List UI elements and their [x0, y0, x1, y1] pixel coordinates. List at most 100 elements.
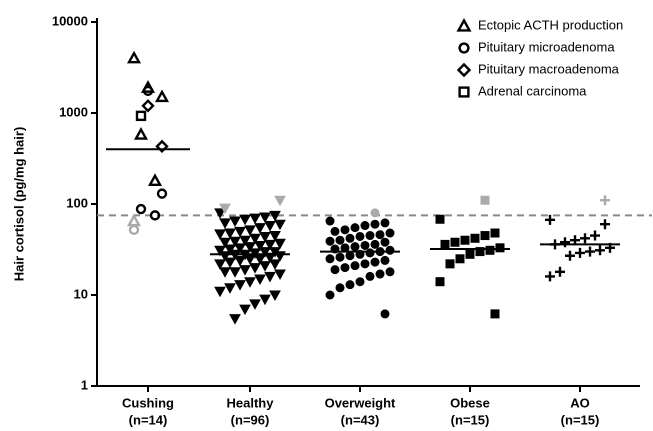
- x-tick-note: (n=14): [129, 412, 168, 427]
- data-point: [259, 212, 271, 224]
- data-point: [264, 221, 276, 232]
- data-point: [585, 246, 595, 257]
- data-point: [480, 195, 490, 205]
- legend-marker: [456, 62, 472, 78]
- data-point: [244, 242, 256, 253]
- data-point: [219, 203, 231, 215]
- data-point: [450, 237, 460, 247]
- data-point: [135, 110, 147, 122]
- data-point: [560, 237, 570, 248]
- data-point: [385, 245, 395, 255]
- y-tick-label: 10000: [52, 13, 88, 28]
- data-point: [249, 299, 261, 310]
- legend-label: Pituitary macroadenoma: [478, 61, 620, 76]
- data-point: [580, 233, 590, 244]
- x-tick-label: Overweight: [325, 395, 396, 410]
- data-point: [330, 226, 340, 236]
- data-point: [229, 216, 241, 228]
- x-tick-note: (n=15): [451, 412, 490, 427]
- data-point: [234, 243, 246, 254]
- data-point: [485, 245, 495, 255]
- legend-label: Adrenal carcinoma: [478, 83, 587, 98]
- data-point: [325, 236, 335, 246]
- data-point: [590, 230, 600, 241]
- x-tick-label: Obese: [450, 395, 490, 410]
- data-point: [385, 267, 395, 277]
- data-point: [575, 247, 585, 258]
- x-tick-label: Cushing: [122, 395, 174, 410]
- data-point: [234, 226, 246, 238]
- data-point: [380, 309, 390, 319]
- data-point: [480, 231, 490, 241]
- data-point: [435, 214, 445, 224]
- legend-marker: [458, 42, 470, 54]
- data-point: [254, 223, 266, 234]
- data-point: [345, 233, 355, 243]
- data-point: [274, 195, 286, 207]
- data-point: [214, 259, 226, 270]
- data-point: [133, 127, 149, 140]
- data-point: [345, 280, 355, 290]
- data-point: [460, 235, 470, 245]
- data-point: [141, 99, 155, 113]
- data-point: [345, 251, 355, 261]
- data-point: [234, 255, 246, 267]
- data-point: [490, 309, 500, 319]
- data-point: [365, 231, 375, 241]
- data-point: [126, 50, 142, 64]
- x-tick-label: Healthy: [227, 395, 275, 410]
- data-point: [370, 219, 380, 229]
- data-point: [126, 213, 142, 227]
- data-point: [565, 250, 575, 261]
- data-point: [555, 266, 565, 277]
- data-point: [360, 259, 370, 269]
- data-point: [370, 208, 380, 218]
- data-point: [440, 239, 450, 249]
- data-point: [385, 228, 395, 238]
- data-point: [149, 210, 161, 221]
- data-point: [156, 188, 168, 199]
- data-point: [370, 257, 380, 267]
- data-point: [214, 245, 226, 257]
- data-point: [224, 283, 236, 294]
- data-point: [269, 210, 281, 222]
- data-point: [340, 263, 350, 273]
- data-point: [350, 261, 360, 271]
- data-point: [355, 231, 365, 241]
- data-point: [219, 218, 231, 229]
- data-point: [264, 239, 276, 251]
- data-point: [219, 237, 231, 249]
- data-point: [254, 274, 266, 286]
- data-point: [335, 252, 345, 262]
- data-point: [445, 259, 455, 269]
- data-point: [239, 235, 251, 247]
- data-point: [465, 249, 475, 259]
- data-point: [455, 254, 465, 264]
- data-point: [335, 235, 345, 245]
- data-point: [229, 314, 241, 325]
- data-point: [244, 225, 256, 236]
- data-point: [370, 239, 380, 249]
- data-point: [335, 283, 345, 293]
- data-point: [224, 244, 236, 256]
- data-point: [475, 247, 485, 257]
- data-point: [135, 203, 147, 215]
- data-point: [244, 277, 256, 288]
- data-point: [264, 271, 276, 283]
- legend-label: Pituitary microadenoma: [478, 39, 615, 54]
- data-point: [249, 233, 261, 245]
- data-point: [355, 277, 365, 287]
- data-point: [239, 304, 251, 316]
- data-point: [269, 259, 281, 270]
- data-point: [259, 231, 271, 243]
- data-point: [214, 229, 226, 240]
- data-point: [365, 271, 375, 281]
- data-point: [155, 139, 169, 154]
- data-point: [214, 208, 226, 219]
- data-point: [325, 216, 335, 226]
- data-point: [375, 230, 385, 240]
- data-point: [325, 254, 335, 264]
- data-point: [495, 243, 505, 253]
- data-point: [340, 225, 350, 235]
